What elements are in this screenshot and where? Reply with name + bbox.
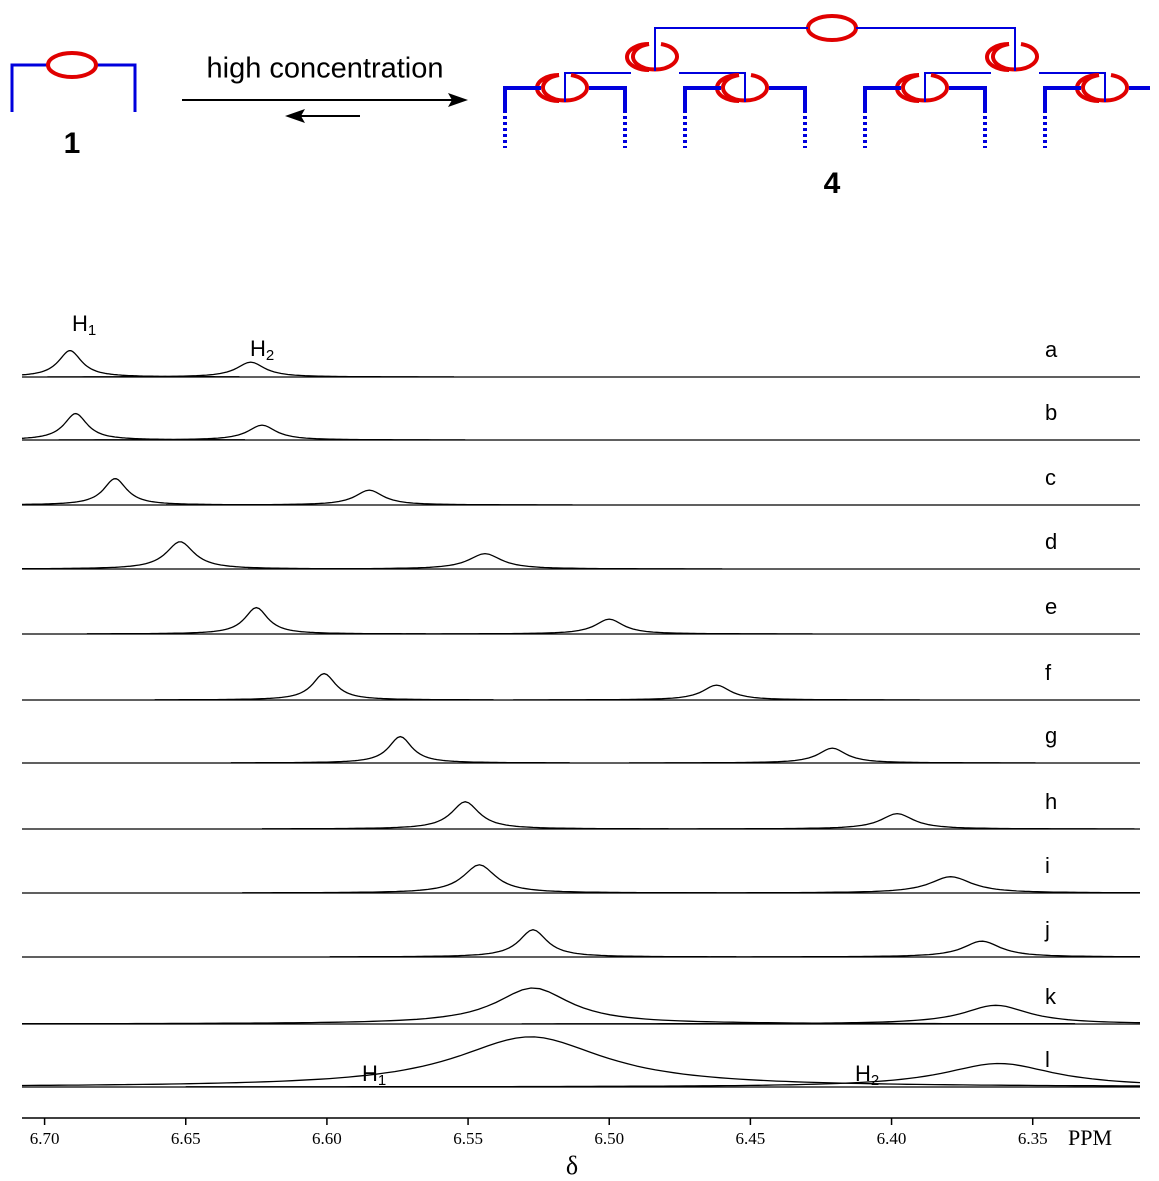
series-label: c — [1045, 465, 1056, 490]
arrow-head — [285, 109, 305, 123]
unit-ring — [985, 42, 1039, 72]
x-tick-label: 6.40 — [877, 1129, 907, 1148]
series-label: e — [1045, 594, 1057, 619]
peak — [22, 541, 384, 570]
top-ring — [806, 14, 858, 42]
unit-ring — [625, 42, 679, 72]
series-label: f — [1045, 660, 1052, 685]
unit-ring — [715, 73, 769, 103]
series-label: l — [1045, 1047, 1050, 1072]
peak — [21, 1036, 1140, 1087]
peak — [230, 735, 570, 764]
monomer-label: 1 — [64, 127, 81, 160]
peak — [710, 940, 1140, 958]
peak — [154, 672, 494, 701]
peak — [329, 929, 737, 958]
x-tick-label: 6.45 — [736, 1129, 766, 1148]
x-tick-label: 6.60 — [312, 1129, 342, 1148]
monomer-ring — [46, 51, 98, 79]
annotation-sub: 2 — [266, 347, 274, 364]
series-label: j — [1044, 917, 1050, 942]
annotation-sub: 1 — [88, 322, 96, 339]
peak-annotation: H2 — [250, 336, 274, 364]
x-tick-label: 6.65 — [171, 1129, 201, 1148]
peak — [645, 876, 1140, 894]
monomer-bracket — [10, 63, 137, 112]
peak — [629, 747, 1036, 764]
peak — [86, 606, 426, 635]
peak — [21, 412, 245, 441]
peak — [22, 478, 285, 506]
peak-annotation: H2 — [855, 1061, 879, 1089]
peak — [185, 1062, 1141, 1088]
arrow-head — [448, 93, 468, 107]
peak-annotation: H1 — [72, 311, 96, 339]
bracket — [503, 86, 627, 110]
unit-ring — [1075, 73, 1129, 103]
bracket-dots — [683, 110, 807, 148]
arrow-label: high concentration — [207, 53, 444, 85]
peak — [21, 350, 240, 378]
annotation-text: H — [72, 311, 88, 336]
annotation-text: H — [362, 1061, 378, 1086]
x-tick-label: 6.50 — [594, 1129, 624, 1148]
series-label: b — [1045, 400, 1057, 425]
x-tick-label: 6.70 — [30, 1129, 60, 1148]
scheme: 1 high concentration 4 — [10, 14, 1150, 200]
peak-annotation: H1 — [362, 1061, 386, 1089]
bracket — [1043, 86, 1150, 110]
peak — [58, 424, 466, 441]
peak — [166, 489, 573, 506]
series-label: k — [1045, 984, 1057, 1009]
annotation-sub: 1 — [378, 1072, 386, 1089]
x-unit: PPM — [1068, 1125, 1112, 1150]
plot: 6.70 6.65 6.60 6.55 6.50 6.45 6.40 6.35 PPM δ a b c d… — [21, 311, 1141, 1180]
peak — [47, 361, 454, 378]
bracket — [863, 86, 987, 110]
annotation-text: H — [250, 336, 266, 361]
x-tick-label: 6.35 — [1018, 1129, 1048, 1148]
unit-ring — [535, 73, 589, 103]
x-tick-label: 6.55 — [453, 1129, 483, 1148]
peak — [660, 812, 1135, 830]
polymer-label: 4 — [824, 167, 841, 200]
peak — [513, 684, 920, 701]
series-label: i — [1045, 853, 1050, 878]
annotation-text: H — [855, 1061, 871, 1086]
bracket-dots — [503, 110, 627, 148]
peak — [247, 552, 723, 570]
bracket — [683, 86, 807, 110]
series-label: g — [1045, 723, 1057, 748]
series-label: d — [1045, 529, 1057, 554]
series-label: a — [1045, 337, 1058, 362]
x-label: δ — [566, 1151, 578, 1180]
peak — [406, 618, 813, 635]
unit-ring — [895, 73, 949, 103]
peak — [521, 1004, 1141, 1025]
peak — [262, 801, 669, 830]
bracket-dots — [863, 110, 987, 148]
annotation-sub: 2 — [871, 1072, 879, 1089]
peak — [22, 987, 1076, 1025]
peak — [242, 864, 717, 894]
series-label: h — [1045, 789, 1057, 814]
